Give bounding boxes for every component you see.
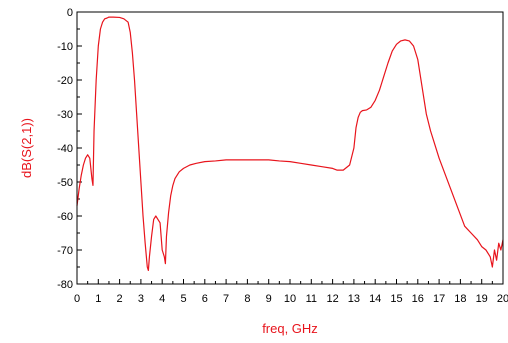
y-axis-title: dB(S(2,1)): [19, 118, 34, 178]
x-axis-title: freq, GHz: [262, 321, 318, 336]
x-tick-label: 11: [306, 293, 317, 305]
x-tick-label: 13: [348, 293, 360, 305]
y-axis-ticks: 0 -10 -20 -30 -40 -50 -60 -70 -80: [57, 7, 82, 291]
x-tick-label: 0: [74, 293, 80, 305]
x-tick-label: 3: [138, 293, 144, 305]
x-tick-label: 12: [326, 293, 338, 305]
y-tick-label: -70: [57, 245, 73, 257]
x-tick-label: 1: [95, 293, 101, 305]
series-line-s21: [76, 16, 504, 271]
x-tick-label: 7: [223, 293, 229, 305]
y-tick-label: -40: [57, 143, 73, 155]
x-tick-label: 18: [454, 293, 466, 305]
x-axis-ticks: 0 1 2 3 4 5 6 7 8 9 10 11 12 13 14 15 16 17 18 19 20: [74, 279, 508, 305]
x-tick-label: 5: [180, 293, 186, 305]
x-tick-label: 9: [266, 293, 272, 305]
y-tick-label: -20: [57, 75, 73, 87]
y-tick-label: -30: [57, 109, 73, 121]
y-tick-label: -60: [57, 211, 73, 223]
x-tick-label: 17: [433, 293, 445, 305]
y-tick-label: -50: [57, 177, 73, 189]
x-tick-label: 15: [390, 293, 402, 305]
x-tick-label: 20: [497, 293, 508, 305]
x-tick-label: 8: [244, 293, 250, 305]
x-tick-label: 2: [117, 293, 123, 305]
y-tick-label: 0: [67, 7, 73, 19]
x-tick-label: 16: [412, 293, 424, 305]
y-tick-label: -80: [57, 279, 73, 291]
y-tick-label: -10: [57, 41, 73, 53]
x-tick-label: 19: [476, 293, 488, 305]
x-tick-label: 4: [159, 293, 165, 305]
x-tick-label: 10: [284, 293, 296, 305]
x-tick-label: 14: [369, 293, 381, 305]
plot-frame: [76, 11, 504, 285]
x-tick-label: 6: [202, 293, 208, 305]
